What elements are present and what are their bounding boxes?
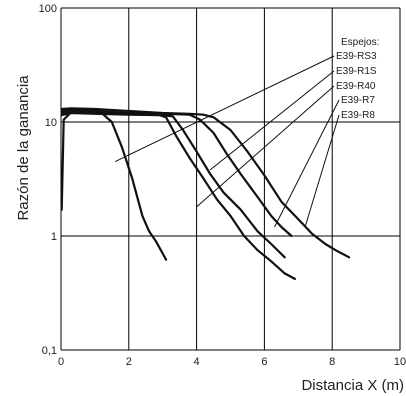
y-tick-label: 1 bbox=[51, 231, 57, 243]
x-tick-label: 2 bbox=[126, 356, 132, 368]
y-tick-label: 10 bbox=[45, 117, 57, 129]
x-tick-label: 10 bbox=[394, 356, 406, 368]
tick-labels: 0 2 4 6 8 10 0,1 1 10 100 bbox=[39, 3, 406, 368]
legend-leader-e39-r7 bbox=[274, 99, 340, 228]
series-group bbox=[60, 107, 351, 280]
y-tick-label: 0,1 bbox=[42, 345, 57, 357]
legend-entry-e39-r7: E39-R7 bbox=[341, 95, 375, 106]
legend-leader-e39-rs3 bbox=[115, 55, 335, 162]
legend-entry-e39-rs3: E39-RS3 bbox=[336, 51, 377, 62]
series-line-e39-rs3 bbox=[60, 109, 168, 261]
legend: Espejos: E39-RS3 E39-R1S E39-R40 E39-R7 … bbox=[336, 37, 379, 121]
x-tick-label: 0 bbox=[58, 356, 64, 368]
series-line-e39-r40 bbox=[60, 109, 286, 259]
series-line-e39-r1s bbox=[60, 111, 296, 280]
legend-entry-e39-r8: E39-R8 bbox=[341, 110, 375, 121]
series-line-e39-r8 bbox=[60, 107, 351, 259]
legend-leader-e39-r40 bbox=[196, 85, 335, 208]
y-axis-label: Razón de la ganancia bbox=[15, 75, 32, 221]
legend-entry-e39-r1s: E39-R1S bbox=[336, 66, 377, 77]
y-tick-label: 100 bbox=[39, 3, 57, 15]
legend-title: Espejos: bbox=[341, 37, 379, 48]
x-tick-label: 6 bbox=[261, 356, 267, 368]
legend-leaders bbox=[115, 55, 340, 228]
legend-entry-e39-r40: E39-R40 bbox=[336, 81, 376, 92]
x-axis-label: Distancia X (m) bbox=[301, 377, 404, 394]
grid bbox=[60, 7, 401, 351]
legend-leader-e39-r1s bbox=[209, 70, 335, 171]
series-line-e39-r7 bbox=[60, 108, 293, 238]
x-tick-label: 4 bbox=[194, 356, 200, 368]
x-tick-label: 8 bbox=[329, 356, 335, 368]
legend-leader-e39-r8 bbox=[304, 114, 340, 228]
